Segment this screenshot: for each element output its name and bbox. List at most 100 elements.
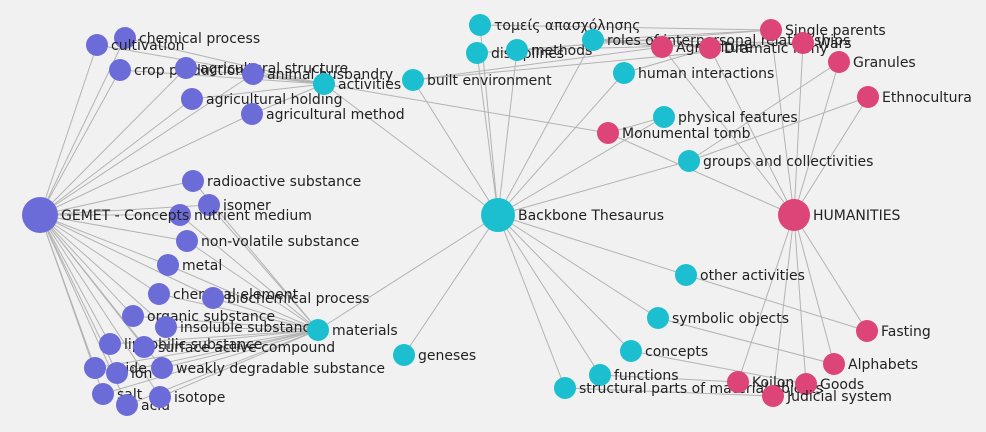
humanities-node-wars[interactable]: Wars [792, 32, 852, 54]
humanities-node-dramatic-irony-circle[interactable] [699, 37, 721, 59]
gemet-node-nutrient-medium[interactable]: nutrient medium [169, 204, 312, 226]
backbone-node-node-circle[interactable] [469, 14, 491, 36]
backbone-node-symbolic-objects-circle[interactable] [647, 307, 669, 329]
gemet-node-chemical-element-circle[interactable] [148, 283, 170, 305]
gemet-node-agricultural-holding[interactable]: agricultural holding [181, 88, 342, 110]
backbone-node-activities-circle[interactable] [313, 73, 335, 95]
gemet-node-non-volatile-substance[interactable]: non-volatile substance [176, 230, 359, 252]
gemet-node-agricultural-structure[interactable]: agricultural structure [175, 57, 348, 79]
gemet-node-surface-active-compound-circle[interactable] [133, 336, 155, 358]
gemet-node-cultivation[interactable]: cultivation [86, 34, 185, 56]
gemet-node-biochemical-process-circle[interactable] [202, 287, 224, 309]
humanities-node-koilon-circle[interactable] [727, 371, 749, 393]
hub-humanities-circle[interactable] [778, 199, 810, 231]
humanities-node-koilon[interactable]: Koilon [727, 371, 794, 393]
humanities-node-goods[interactable]: Goods [795, 373, 864, 395]
gemet-node-insoluble-substance[interactable]: insoluble substance [155, 316, 319, 338]
gemet-node-ion[interactable]: ion [106, 362, 152, 384]
hub-backbone[interactable]: Backbone Thesaurus [481, 198, 664, 232]
backbone-node-concepts[interactable]: concepts [620, 340, 708, 362]
hub-humanities[interactable]: HUMANITIES [778, 199, 901, 231]
gemet-node-salt-circle[interactable] [92, 383, 114, 405]
gemet-node-isomer[interactable]: isomer [198, 194, 271, 216]
backbone-node-methods-circle[interactable] [506, 39, 528, 61]
backbone-node-concepts-circle[interactable] [620, 340, 642, 362]
backbone-node-other-activities-circle[interactable] [675, 264, 697, 286]
gemet-node-isotope-circle[interactable] [149, 386, 171, 408]
backbone-node-geneses[interactable]: geneses [393, 344, 476, 366]
humanities-node-single-parents-circle[interactable] [760, 19, 782, 41]
hub-backbone-circle[interactable] [481, 198, 515, 232]
backbone-node-methods[interactable]: methods [506, 39, 592, 61]
backbone-node-functions[interactable]: functions [589, 364, 678, 386]
backbone-node-materials[interactable]: materials [307, 319, 398, 341]
gemet-node-surface-active-compound[interactable]: surface active compound [133, 336, 335, 358]
backbone-node-symbolic-objects[interactable]: symbolic objects [647, 307, 789, 329]
humanities-node-monumental-tomb-circle[interactable] [597, 122, 619, 144]
humanities-node-judicial-system[interactable]: Judicial system [762, 385, 892, 407]
gemet-node-agricultural-method-circle[interactable] [241, 103, 263, 125]
humanities-node-granules[interactable]: Granules [828, 51, 916, 73]
humanities-node-goods-circle[interactable] [795, 373, 817, 395]
gemet-node-isomer-circle[interactable] [198, 194, 220, 216]
backbone-node-physical-features[interactable]: physical features [653, 106, 798, 128]
backbone-node-groups-and-collectivities-circle[interactable] [678, 150, 700, 172]
humanities-node-judicial-system-circle[interactable] [762, 385, 784, 407]
gemet-node-radioactive-substance[interactable]: radioactive substance [182, 170, 361, 192]
gemet-node-metal-circle[interactable] [157, 254, 179, 276]
hub-gemet-circle[interactable] [22, 197, 58, 233]
gemet-node-agricultural-structure-circle[interactable] [175, 57, 197, 79]
gemet-node-lipophilic-substance[interactable]: lipophilic substance [99, 333, 262, 355]
humanities-node-fasting-circle[interactable] [856, 320, 878, 342]
gemet-node-isotope[interactable]: isotope [149, 386, 225, 408]
gemet-node-animal-husbandry-circle[interactable] [242, 63, 264, 85]
backbone-node-functions-circle[interactable] [589, 364, 611, 386]
gemet-node-chemical-process-circle[interactable] [114, 27, 136, 49]
gemet-node-oxide-circle[interactable] [84, 357, 106, 379]
humanities-node-monumental-tomb[interactable]: Monumental tomb [597, 122, 751, 144]
backbone-node-activities[interactable]: activities [313, 73, 401, 95]
backbone-node-human-interactions-circle[interactable] [613, 62, 635, 84]
backbone-node-human-interactions[interactable]: human interactions [613, 62, 774, 84]
gemet-node-metal[interactable]: metal [157, 254, 222, 276]
gemet-node-organic-substance[interactable]: organic substance [122, 305, 275, 327]
hub-gemet[interactable]: GEMET - Concepts [22, 197, 189, 233]
backbone-node-built-environment[interactable]: built environment [402, 69, 552, 91]
backbone-node-built-environment-circle[interactable] [402, 69, 424, 91]
gemet-node-non-volatile-substance-circle[interactable] [176, 230, 198, 252]
gemet-node-cultivation-circle[interactable] [86, 34, 108, 56]
backbone-node-geneses-circle[interactable] [393, 344, 415, 366]
gemet-node-organic-substance-circle[interactable] [122, 305, 144, 327]
humanities-node-alphabets[interactable]: Alphabets [823, 353, 918, 375]
backbone-node-structural-parts-of-material-objects-circle[interactable] [554, 377, 576, 399]
backbone-node-disciplines-circle[interactable] [466, 42, 488, 64]
backbone-node-materials-circle[interactable] [307, 319, 329, 341]
backbone-node-node[interactable]: τομείς απασχόλησης [469, 14, 640, 36]
humanities-node-alphabets-circle[interactable] [823, 353, 845, 375]
humanities-node-fasting[interactable]: Fasting [856, 320, 931, 342]
gemet-node-weakly-degradable-substance-circle[interactable] [151, 357, 173, 379]
gemet-node-lipophilic-substance-circle[interactable] [99, 333, 121, 355]
gemet-node-acid-circle[interactable] [116, 394, 138, 416]
gemet-node-agricultural-method[interactable]: agricultural method [241, 103, 405, 125]
gemet-node-weakly-degradable-substance[interactable]: weakly degradable substance [151, 357, 385, 379]
humanities-node-granules-circle[interactable] [828, 51, 850, 73]
humanities-node-agriculture-circle[interactable] [651, 36, 673, 58]
backbone-node-physical-features-circle[interactable] [653, 106, 675, 128]
gemet-node-chemical-process[interactable]: chemical process [114, 27, 260, 49]
gemet-node-radioactive-substance-circle[interactable] [182, 170, 204, 192]
gemet-node-biochemical-process[interactable]: biochemical process [202, 287, 369, 309]
humanities-node-ethnocultura-circle[interactable] [857, 86, 879, 108]
backbone-node-other-activities[interactable]: other activities [675, 264, 805, 286]
gemet-node-insoluble-substance-circle[interactable] [155, 316, 177, 338]
gemet-node-agricultural-holding-circle[interactable] [181, 88, 203, 110]
gemet-node-crop-production-circle[interactable] [109, 59, 131, 81]
humanities-node-ethnocultura[interactable]: Ethnocultura [857, 86, 972, 108]
gemet-node-ion-circle[interactable] [106, 362, 128, 384]
backbone-node-groups-and-collectivities[interactable]: groups and collectivities [678, 150, 873, 172]
gemet-node-nutrient-medium-circle[interactable] [169, 204, 191, 226]
humanities-node-wars-circle[interactable] [792, 32, 814, 54]
backbone-node-roles-of-interpersonal-relationships-circle[interactable] [582, 29, 604, 51]
backbone-node-structural-parts-of-material-objects[interactable]: structural parts of material objects [554, 377, 823, 399]
